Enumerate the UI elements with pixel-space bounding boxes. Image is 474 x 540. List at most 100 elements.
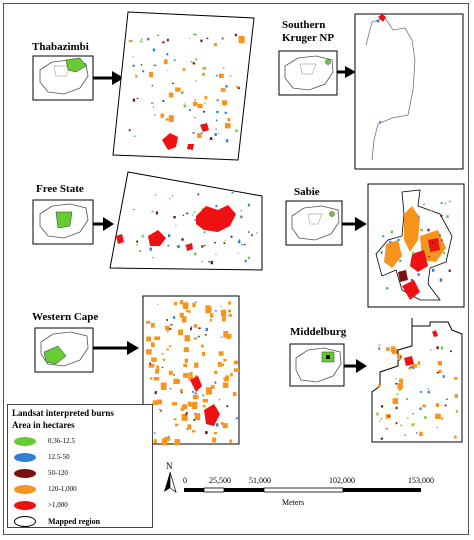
burn-patch — [154, 114, 156, 116]
burn-patch — [192, 430, 195, 433]
burn-patch — [201, 132, 203, 135]
burn-patch — [162, 41, 165, 44]
label-sabie: Sabie — [294, 186, 320, 198]
burn-patch — [388, 415, 391, 417]
burn-patch — [251, 233, 253, 237]
burn-patch — [192, 394, 199, 400]
burn-patch — [132, 56, 135, 58]
burn-patch — [141, 234, 144, 238]
burn-patch — [221, 363, 224, 367]
burn-patch — [204, 102, 206, 104]
burn-patch — [197, 103, 203, 109]
burn-patch — [165, 118, 169, 121]
scale-tick-0: 0 — [183, 476, 187, 485]
burn-patch — [166, 319, 168, 321]
burn-scatter — [380, 200, 451, 290]
burn-patch — [177, 245, 180, 249]
burn-patch — [194, 218, 196, 221]
burn-patch — [182, 91, 184, 92]
map-western-cape — [142, 295, 240, 446]
burn-patch — [221, 37, 224, 40]
burn-patch — [438, 234, 441, 237]
burn-patch — [150, 323, 155, 328]
burn-patch — [437, 361, 442, 366]
burn-patch — [454, 435, 457, 439]
legend-swatch-green — [14, 436, 36, 446]
burn-patch — [194, 412, 196, 415]
burn-patch — [237, 252, 239, 254]
burn-patch — [174, 423, 179, 427]
burn-patch — [167, 244, 170, 247]
burn-patch — [152, 400, 158, 406]
burn-patch — [223, 377, 229, 382]
label-southern-kruger-2: Kruger NP — [282, 32, 334, 44]
burn-patch — [176, 245, 179, 247]
burn-patch — [188, 376, 194, 380]
burn-patch — [181, 414, 188, 421]
burn-patch — [204, 334, 207, 336]
burn-patch — [385, 347, 390, 351]
burn-patch — [183, 347, 189, 353]
legend-label: >1,000 — [48, 501, 68, 509]
burn-patch — [220, 88, 226, 92]
burn-patch — [235, 129, 238, 133]
burn-patch — [208, 260, 210, 263]
burn-patch — [153, 106, 155, 108]
burn-patch — [194, 117, 196, 119]
burn-patch — [397, 357, 401, 361]
burn-patch — [151, 357, 157, 362]
burn-patch — [431, 241, 434, 244]
burn-patch — [380, 251, 383, 254]
burn-patch — [184, 102, 186, 104]
burn-patch — [247, 231, 250, 233]
scale-tick-3: 102,000 — [329, 476, 355, 485]
burn-patch — [188, 310, 191, 313]
burn-patch — [132, 98, 136, 102]
legend-title: Landsat interpreted burns — [12, 408, 114, 418]
burn-patch — [223, 242, 226, 244]
burn-patch — [430, 210, 433, 212]
burn-patch — [181, 238, 184, 241]
burn-patch — [435, 413, 441, 419]
burn-patch — [217, 132, 219, 134]
burn-patch — [444, 203, 447, 205]
burn-patch — [215, 128, 217, 130]
figure-frame — [3, 3, 469, 535]
burn-patch — [222, 423, 228, 429]
burn-patch — [161, 353, 164, 355]
burn-patch — [192, 214, 194, 216]
burn-patch — [136, 240, 139, 243]
burn-patch — [183, 104, 187, 108]
burn-patch — [210, 313, 214, 318]
burn-patch — [178, 329, 183, 336]
burn-patch — [385, 427, 388, 430]
burn-patch — [151, 342, 155, 348]
burn-patch — [179, 388, 183, 392]
burn-patch — [190, 60, 193, 63]
burn-patch — [187, 424, 192, 430]
burn-patch — [149, 71, 154, 78]
burn-patch — [194, 252, 197, 256]
burn-patch — [220, 336, 222, 338]
burn-patch — [449, 350, 452, 353]
burn-patch — [214, 381, 217, 384]
burn-patch — [168, 370, 173, 375]
burn-patch — [427, 388, 429, 390]
burn-patch — [396, 393, 399, 395]
burn-patch — [202, 67, 206, 70]
map-southern-kruger — [354, 13, 464, 170]
burn-patch — [205, 305, 212, 314]
burn-patch — [192, 401, 198, 409]
burn-patch — [243, 244, 246, 246]
map-free-state — [109, 171, 263, 271]
legend-label-mapped-region: Mapped region — [48, 516, 101, 526]
burn-patch — [197, 335, 200, 338]
map-sabie — [367, 183, 465, 308]
burn-patch — [155, 211, 159, 215]
burn-patch — [247, 203, 250, 207]
burn-patch — [400, 424, 403, 427]
burn-patch — [455, 410, 458, 413]
burn-patch — [378, 347, 381, 350]
burn-patch — [168, 234, 171, 238]
